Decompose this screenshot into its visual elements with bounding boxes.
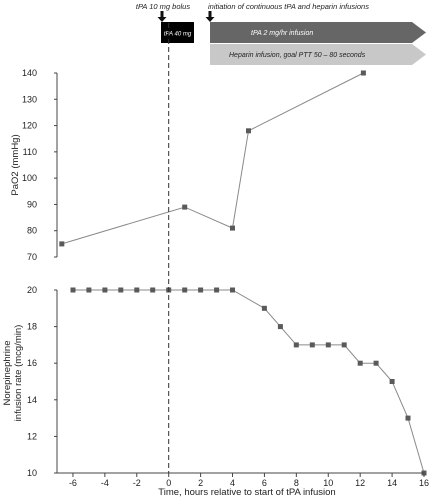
x-axis: -6 -4 -2 0 2 4 6 8 10 12 14 16 [57, 472, 429, 488]
pao2-y-tick-label: 70 [27, 252, 37, 262]
norepinephrine-data-point [309, 342, 315, 348]
norepinephrine-y-tick-label: 20 [27, 285, 37, 295]
norepinephrine-y-tick-label: 14 [27, 395, 37, 405]
norepinephrine-data-point [214, 287, 220, 293]
pao2-axis-label: PaO2 (mmHg) [10, 134, 21, 195]
x-tick-label: 6 [262, 478, 267, 488]
norepinephrine-series-line [73, 289, 425, 474]
norepinephrine-data-point [389, 379, 395, 384]
ne-axis-label-line1: Norepinephrine [2, 341, 13, 406]
pao2-y-tick-label: 100 [22, 173, 37, 183]
pao2-data-point [230, 225, 235, 231]
norepinephrine-data-point [405, 415, 411, 421]
pao2-panel: 70 80 90 100 110 120 130 140 [22, 68, 366, 262]
pao2-series-line [61, 72, 364, 245]
x-tick-label: 10 [323, 478, 333, 488]
infusion-start-label: initiation of continuous tPA and heparin… [208, 2, 369, 11]
x-tick-label: 0 [166, 478, 171, 488]
norepinephrine-data-point [198, 287, 204, 293]
tpa-infusion-bar [210, 22, 426, 43]
heparin-label: Heparin infusion, goal PTT 50 – 80 secon… [229, 52, 366, 59]
x-tick-label: 8 [294, 478, 299, 488]
x-tick-label: -2 [133, 478, 141, 488]
norepinephrine-data-point [325, 342, 331, 348]
x-tick-label: 16 [419, 478, 429, 488]
x-axis-label: Time, hours relative to start of tPA inf… [158, 487, 335, 498]
ne-axis-label-line2: infusion rate (mcg/min) [13, 325, 24, 422]
norepinephrine-data-point [118, 287, 124, 293]
norepinephrine-data-point [341, 342, 347, 348]
norepinephrine-data-point [293, 342, 299, 348]
pao2-y-tick-label: 120 [22, 121, 37, 131]
x-tick-label: 14 [387, 478, 397, 488]
down-arrow-icon [157, 11, 167, 22]
x-tick-label: 2 [198, 478, 203, 488]
x-tick-label: -4 [101, 478, 109, 488]
norepinephrine-panel: 10 12 14 16 18 20 [27, 285, 427, 478]
norepinephrine-y-tick-label: 12 [27, 431, 37, 441]
norepinephrine-data-point [277, 324, 283, 330]
pao2-y-tick-label: 130 [22, 94, 37, 104]
x-tick-label: 12 [355, 478, 365, 488]
norepinephrine-data-point [230, 287, 235, 293]
down-arrow-icon [205, 11, 215, 22]
norepinephrine-data-point [373, 360, 379, 366]
pao2-data-point [246, 128, 251, 134]
tpa-bolus-box [161, 22, 194, 43]
pao2-y-tick-label: 110 [23, 147, 37, 157]
norepinephrine-data-point [150, 287, 156, 293]
bolus-label: tPA 10 mg bolus [136, 2, 190, 11]
pao2-y-tick-label: 140 [22, 68, 37, 78]
norepinephrine-y-tick-label: 16 [27, 358, 37, 368]
pao2-data-point [360, 70, 366, 76]
norepinephrine-data-point [357, 360, 363, 366]
norepinephrine-data-point [86, 287, 92, 293]
norepinephrine-data-point [182, 287, 188, 293]
norepinephrine-data-point [261, 305, 267, 311]
norepinephrine-data-point [134, 287, 140, 293]
pao2-y-tick-label: 80 [27, 226, 37, 236]
pao2-data-point [59, 241, 65, 247]
pao2-data-point [182, 204, 188, 210]
x-tick-label: -6 [69, 478, 77, 488]
norepinephrine-data-point [102, 287, 108, 293]
norepinephrine-y-tick-label: 10 [27, 468, 37, 478]
pao2-y-tick-label: 90 [27, 199, 37, 209]
tpa-infusion-label: tPA 2 mg/hr infusion [251, 30, 313, 37]
norepinephrine-y-tick-label: 18 [27, 322, 37, 332]
heparin-bar [210, 44, 426, 65]
x-tick-label: 4 [230, 478, 235, 488]
tpa-box-label: tPA 40 mg [164, 32, 192, 38]
norepinephrine-data-point [70, 287, 76, 293]
